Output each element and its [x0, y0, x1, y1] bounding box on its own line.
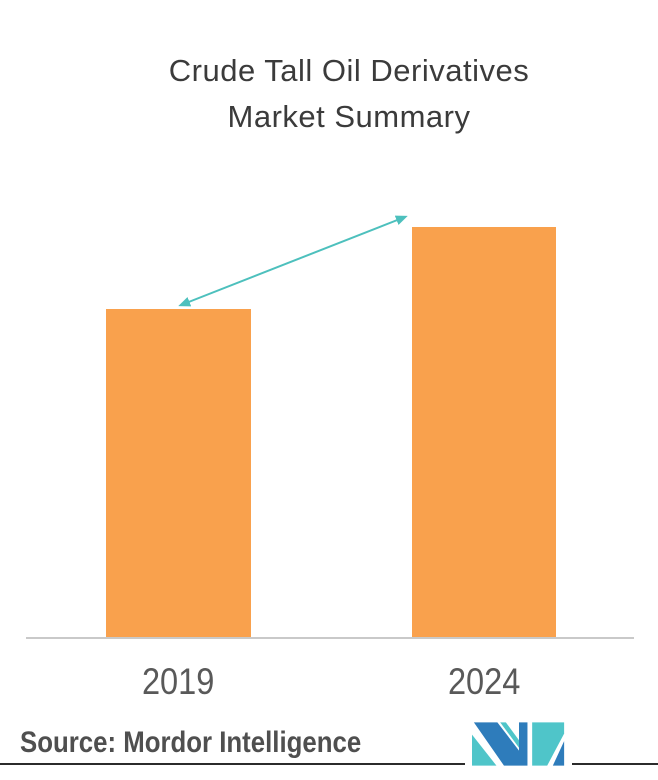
- logo-box: [465, 717, 572, 770]
- x-tick-label-2019: 2019: [141, 661, 215, 702]
- source-attribution: Source: Mordor Intelligence: [20, 726, 450, 764]
- x-axis-line: [26, 637, 634, 639]
- bar-2024: [412, 227, 556, 638]
- chart-title-line1: Crude Tall Oil Derivatives: [168, 53, 530, 88]
- mordor-intelligence-logo-icon: [471, 721, 564, 766]
- chart-title-line2: Market Summary: [227, 99, 471, 134]
- bottom-divider-line: [0, 763, 658, 765]
- source-label: Source: Mordor Intelligence: [20, 726, 362, 759]
- bar-2019: [106, 309, 251, 638]
- x-tick-label-2024: 2024: [447, 661, 521, 702]
- chart-title: Crude Tall Oil Derivatives Market Summar…: [40, 48, 658, 140]
